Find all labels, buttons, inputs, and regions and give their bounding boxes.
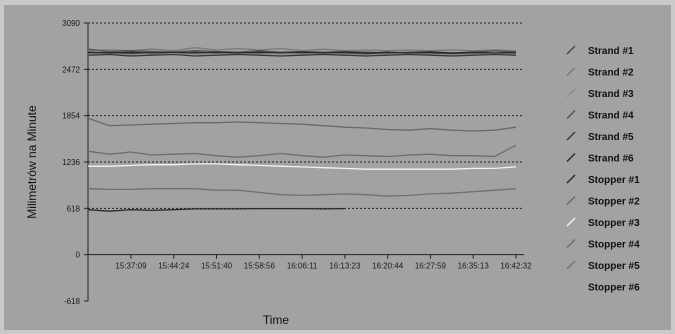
y-tick-label: -618: [64, 297, 81, 306]
legend-label: Strand #1: [588, 46, 634, 57]
legend-swatch: [566, 174, 576, 184]
legend-label: Stopper #2: [588, 197, 640, 208]
y-tick-label: 1854: [62, 112, 80, 121]
series-line-3: [87, 53, 517, 56]
legend-item[interactable]: Stopper #6: [588, 283, 640, 294]
y-tick-label: 0: [76, 251, 81, 260]
legend-swatch: [566, 88, 576, 98]
legend-label: Stopper #4: [588, 240, 640, 251]
legend-item[interactable]: Strand #2: [566, 66, 634, 79]
legend-item[interactable]: Strand #5: [566, 131, 634, 143]
y-axis-title: Milimetrów na Minute: [25, 105, 39, 219]
x-tick-label: 15:37:09: [115, 262, 147, 271]
legend-swatch: [566, 195, 576, 206]
legend-item[interactable]: Stopper #5: [566, 260, 640, 272]
x-tick-label: 16:42:32: [500, 262, 532, 271]
series-line-10: [87, 144, 517, 158]
x-axis-title: Time: [263, 313, 290, 327]
x-tick-label: 15:51:40: [201, 262, 233, 271]
y-tick-label: 1236: [62, 158, 80, 167]
x-tick-label: 16:27:59: [415, 262, 447, 271]
legend-item[interactable]: Stopper #2: [566, 195, 640, 208]
legend-item[interactable]: Strand #6: [566, 152, 634, 165]
legend-item[interactable]: Stopper #4: [566, 238, 640, 251]
line-chart: 3090 2472 1854 1236 618 0 -618 15:37:09 15:44:24…: [25, 19, 640, 327]
legend-item[interactable]: Strand #3: [566, 88, 634, 100]
legend-item[interactable]: Strand #4: [566, 109, 634, 122]
legend-label: Strand #4: [588, 111, 634, 122]
legend-label: Stopper #6: [588, 283, 640, 294]
x-tick-label: 15:58:56: [244, 262, 276, 271]
series-line-8: [87, 117, 517, 132]
y-tick-label: 2472: [62, 65, 80, 74]
legend-label: Strand #2: [588, 68, 634, 79]
series-line-9: [88, 163, 517, 170]
legend-item[interactable]: Stopper #1: [566, 174, 640, 186]
chart-panel: 3090 2472 1854 1236 618 0 -618 15:37:09 15:44:24…: [4, 5, 671, 330]
legend-swatch: [566, 131, 576, 141]
series-line-11: [87, 188, 517, 197]
series-line-5: [87, 53, 517, 57]
legend-swatch: [566, 217, 576, 227]
y-tick-label: 618: [67, 204, 81, 213]
legend-item[interactable]: Stopper #3: [566, 217, 640, 229]
legend-swatch: [566, 66, 576, 77]
x-tick-label: 16:06:11: [287, 262, 318, 271]
x-tick-label: 16:20:44: [372, 262, 404, 271]
series-line-6: [87, 51, 517, 54]
x-tick-label: 15:44:24: [158, 262, 190, 271]
legend-label: Stopper #5: [588, 261, 640, 272]
legend-label: Strand #3: [588, 89, 634, 100]
legend-swatch: [566, 152, 576, 163]
x-tick-label: 16:13:23: [329, 262, 361, 271]
legend-label: Stopper #1: [588, 175, 640, 186]
legend-item[interactable]: Strand #1: [566, 45, 634, 57]
series-line-7: [87, 207, 345, 212]
legend-swatch: [566, 238, 576, 249]
legend-label: Stopper #3: [588, 218, 640, 229]
y-tick-label: 3090: [62, 19, 80, 28]
legend-swatch: [566, 260, 576, 270]
x-tick-label: 16:35:13: [458, 262, 490, 271]
legend-label: Strand #6: [588, 154, 634, 165]
legend-swatch: [566, 45, 576, 55]
legend-swatch: [566, 109, 576, 120]
series-line-2: [87, 47, 517, 52]
legend-label: Strand #5: [588, 132, 634, 143]
